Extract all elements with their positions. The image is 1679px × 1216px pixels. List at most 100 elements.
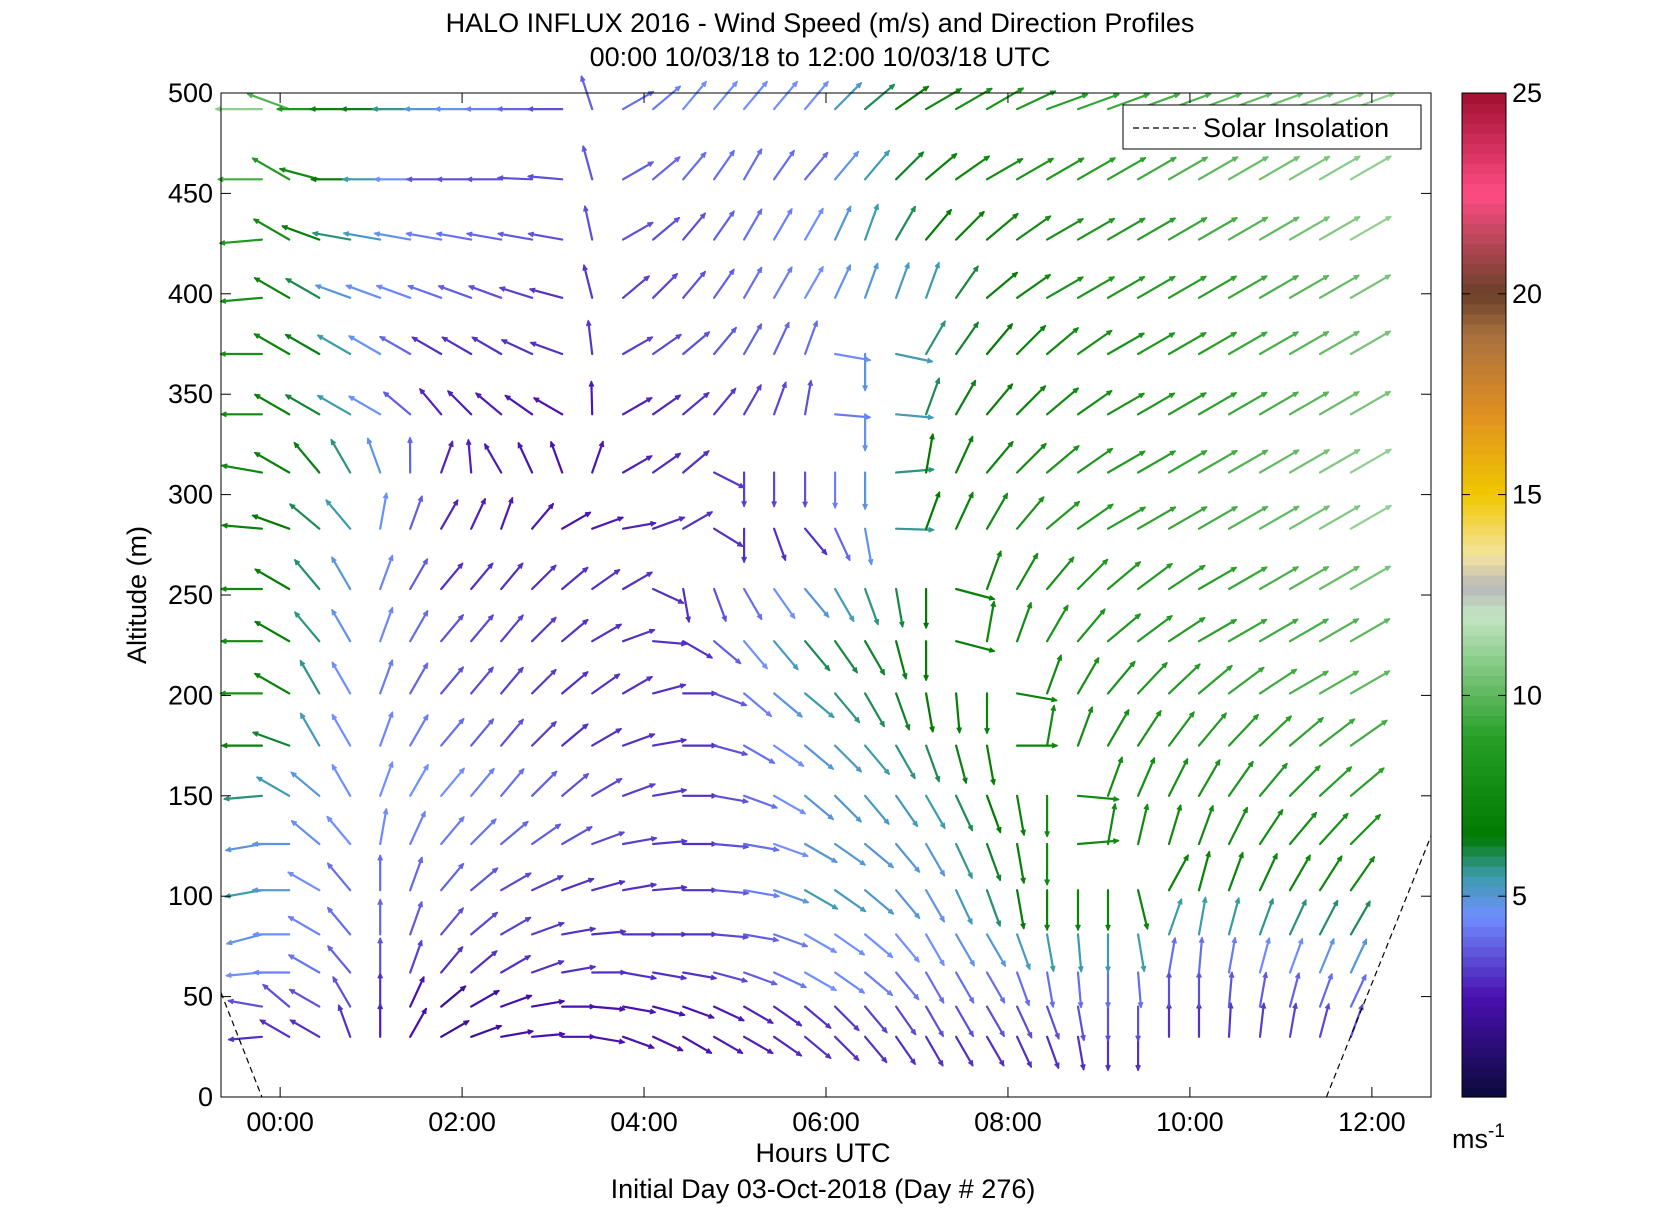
wind-vector-head — [972, 265, 979, 272]
wind-vector-head — [796, 711, 804, 718]
wind-vector — [924, 87, 963, 111]
wind-vector-shaft — [833, 794, 862, 823]
wind-vector-head — [458, 767, 465, 774]
wind-vector — [894, 526, 935, 533]
wind-vector — [331, 608, 352, 643]
wind-vector-shaft — [1076, 657, 1100, 695]
wind-vector-shaft — [924, 744, 941, 783]
wind-vector-shaft — [924, 971, 945, 1004]
wind-vector — [326, 906, 352, 936]
wind-vector-shaft — [529, 288, 564, 299]
colorbar-cell — [1462, 263, 1506, 275]
wind-vector-head — [1169, 217, 1177, 224]
wind-vector — [712, 268, 735, 299]
wind-vector — [409, 713, 429, 747]
colorbar-cell — [1462, 374, 1506, 385]
wind-vector-head — [1332, 899, 1339, 907]
wind-vector-shaft — [527, 232, 564, 241]
wind-vector-shaft — [803, 889, 839, 910]
wind-vector — [1288, 391, 1330, 416]
colorbar-cell — [1462, 103, 1506, 114]
wind-vector-shaft — [621, 275, 650, 299]
wind-vector-head — [1138, 392, 1146, 399]
wind-vector-head — [795, 1050, 803, 1057]
wind-vector — [1318, 618, 1360, 643]
wind-vector-head — [699, 212, 707, 219]
wind-vector-head — [792, 664, 799, 671]
wind-vector-head — [1102, 558, 1109, 565]
x-tick-label: 12:00 — [1338, 1107, 1406, 1137]
wind-vector — [440, 946, 464, 974]
wind-vector-shaft — [863, 842, 894, 869]
wind-vector-head — [465, 176, 473, 183]
wind-vector-head — [741, 500, 748, 508]
wind-vector-head — [789, 149, 795, 157]
wind-vector — [440, 613, 465, 643]
wind-vector — [985, 440, 1014, 474]
colorbar-cell — [1462, 705, 1506, 717]
wind-vector-head — [288, 503, 296, 510]
wind-vector-head — [939, 870, 946, 877]
wind-vector-shaft — [985, 1035, 1005, 1067]
wind-vector — [407, 436, 413, 474]
wind-vector-head — [309, 176, 317, 183]
wind-vector-head — [259, 1019, 266, 1025]
wind-vector — [863, 527, 874, 566]
wind-vector-shaft — [1349, 390, 1391, 416]
wind-vector — [621, 571, 654, 591]
wind-vector-head — [1311, 811, 1318, 818]
wind-vector — [252, 969, 291, 976]
wind-vector-shaft — [1318, 670, 1359, 695]
wind-vector-head — [873, 262, 879, 270]
wind-vector-shaft — [651, 587, 685, 604]
wind-vector — [1258, 505, 1300, 530]
wind-vector — [772, 1035, 803, 1057]
y-tick-label: 350 — [168, 379, 213, 409]
wind-vector — [772, 744, 805, 767]
wind-vector-head — [772, 936, 780, 943]
wind-vector-shaft — [499, 286, 534, 299]
wind-vector — [1197, 850, 1211, 892]
colorbar-cell — [1462, 856, 1506, 867]
wind-vector-head — [797, 760, 805, 767]
wind-vector — [591, 928, 627, 936]
wind-vector — [863, 1035, 888, 1064]
wind-vector-head — [251, 731, 259, 737]
wind-vector-shaft — [1227, 971, 1234, 1008]
wind-vector-head — [1077, 276, 1084, 283]
wind-vector — [1136, 709, 1162, 747]
wind-vector-shaft — [591, 930, 627, 936]
wind-vector — [1258, 668, 1298, 695]
wind-vector-shaft — [409, 976, 425, 1008]
wind-vector-head — [886, 989, 894, 997]
colorbar-cell — [1462, 1066, 1506, 1078]
wind-vector — [440, 1020, 470, 1038]
wind-vector-head — [488, 718, 495, 725]
wind-vector — [1136, 450, 1177, 474]
wind-vector-head — [1314, 765, 1321, 772]
wind-vector — [682, 270, 707, 299]
wind-vector-head — [939, 959, 945, 967]
wind-vector-head — [419, 388, 426, 395]
wind-vector-head — [588, 380, 595, 387]
wind-vector — [530, 823, 562, 846]
wind-vector-head — [1138, 332, 1146, 339]
wind-vector-shaft — [1167, 332, 1207, 356]
wind-vector — [1349, 973, 1367, 1008]
wind-vector-head — [827, 814, 835, 821]
wind-vector — [621, 675, 654, 695]
wind-vector-shaft — [1288, 565, 1330, 591]
wind-vector — [985, 158, 1024, 181]
wind-vector-shaft — [530, 721, 557, 747]
colorbar-cell — [1462, 745, 1506, 757]
wind-vector-head — [316, 334, 324, 341]
wind-vector-shaft — [348, 335, 382, 356]
wind-vector-shaft — [1258, 1002, 1265, 1038]
wind-vector-head — [342, 231, 350, 237]
wind-vector-head — [1231, 217, 1239, 223]
wind-vector-head — [761, 80, 768, 88]
wind-vector — [712, 326, 738, 356]
wind-vector-head — [968, 997, 975, 1004]
wind-vector-head — [1007, 440, 1014, 448]
wind-vector-head — [347, 335, 355, 341]
